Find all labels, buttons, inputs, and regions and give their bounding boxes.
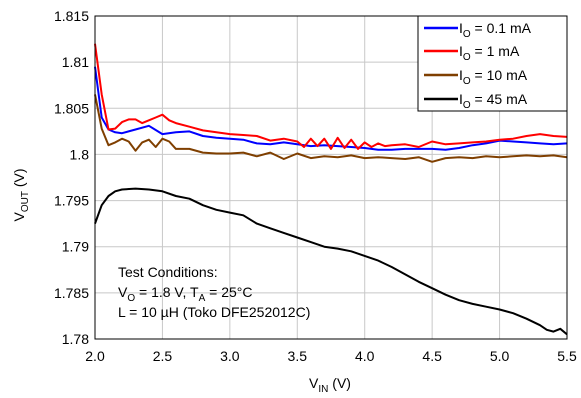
x-tick-label: 4.0: [355, 348, 375, 364]
legend: IO = 0.1 mA IO = 1 mA IO = 10 mA IO = 45…: [417, 15, 568, 112]
series-line-2: [94, 94, 568, 163]
y-tick-label: 1.805: [54, 100, 89, 116]
x-tick-label: 2.0: [85, 348, 105, 364]
y-tick-label: 1.785: [54, 285, 89, 301]
annotation-ta-sub: A: [199, 293, 206, 304]
series-line-1: [94, 43, 568, 150]
x-axis-label: VIN (V): [309, 375, 351, 395]
legend-label-0: IO = 0.1 mA: [459, 20, 532, 40]
legend-box: [417, 15, 568, 112]
y-axis-label-unit: (V): [11, 168, 27, 191]
x-axis-label-main: V: [309, 375, 319, 391]
x-axis-label-sub: IN: [318, 384, 328, 395]
x-tick-label: 3.5: [288, 348, 308, 364]
annotation-temp: = 25°C: [205, 284, 252, 300]
plot-frame: [94, 15, 568, 340]
annotation-line-1: Test Conditions:: [118, 264, 218, 280]
x-tick-label: 5.5: [557, 348, 577, 364]
legend-label-3: IO = 45 mA: [459, 91, 528, 111]
annotation-vo: V: [118, 284, 128, 300]
legend-label-2: IO = 10 mA: [459, 67, 528, 87]
y-axis-label: VOUT (V): [11, 168, 31, 221]
y-axis-label-main: V: [11, 212, 27, 222]
tick-labels: 2.0 2.5 3.0 3.5 4.0 4.5 5.0 5.5 1.815 1.81 1.805 1.…: [54, 8, 577, 364]
annotation-ta: = 1.8 V, T: [135, 284, 199, 300]
series-line-3: [94, 187, 568, 336]
y-axis-label-sub: OUT: [20, 191, 31, 212]
y-tick-label: 1.79: [62, 239, 89, 255]
x-tick-label: 2.5: [153, 348, 173, 364]
x-tick-label: 5.0: [490, 348, 510, 364]
x-tick-label: 3.0: [220, 348, 240, 364]
x-axis-label-unit: (V): [328, 375, 351, 391]
test-conditions-annotation: Test Conditions: VO = 1.8 V, TA = 25°C L…: [118, 264, 310, 320]
y-tick-label: 1.815: [54, 8, 89, 24]
x-tick-label: 4.5: [422, 348, 442, 364]
y-tick-label: 1.795: [54, 193, 89, 209]
annotation-line-2: VO = 1.8 V, TA = 25°C: [118, 284, 252, 304]
y-tick-label: 1.78: [62, 331, 89, 347]
legend-label-1: IO = 1 mA: [459, 43, 520, 63]
series-lines: [94, 43, 568, 336]
annotation-line-3: L = 10 µH (Toko DFE252012C): [118, 304, 310, 320]
y-tick-label: 1.81: [62, 54, 89, 70]
y-tick-label: 1.8: [70, 146, 90, 162]
annotation-vo-sub: O: [127, 293, 135, 304]
